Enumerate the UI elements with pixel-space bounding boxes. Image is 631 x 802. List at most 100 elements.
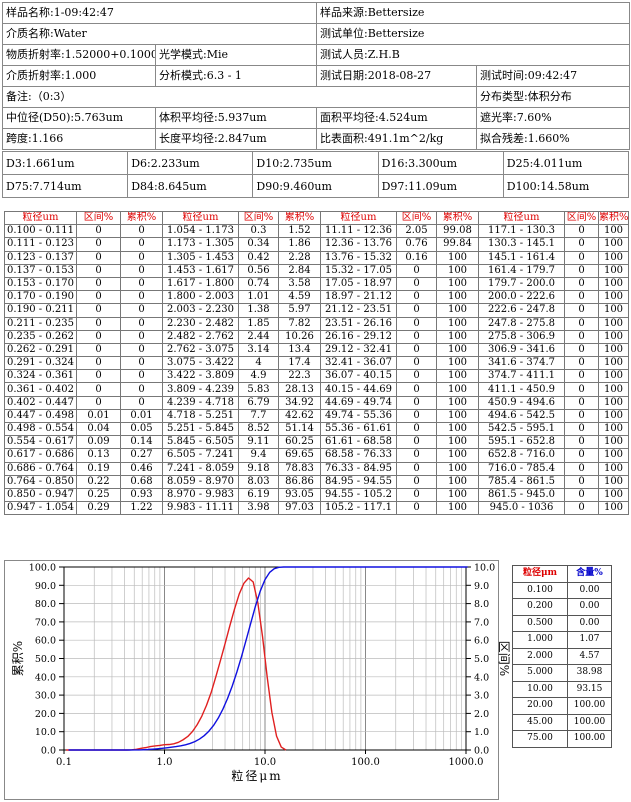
table-cell: 0.13 bbox=[76, 448, 121, 463]
table-cell: 0 bbox=[76, 237, 121, 252]
table-cell: 3.98 bbox=[238, 501, 279, 516]
point-table-body: 0.100 0.00 0.200 0.00 0.500 0.00 1.000 1.07 2.00… bbox=[512, 581, 612, 748]
table-row: 0.850 - 0.947 0.25 0.93 8.970 - 9.983 6.19 93… bbox=[4, 487, 629, 503]
table-cell: 6.505 - 7.241 bbox=[162, 448, 239, 463]
table-cell: 0 bbox=[564, 224, 599, 239]
y-right-tick-label: 3.0 bbox=[474, 691, 489, 702]
table-cell: 75.00 bbox=[512, 730, 568, 748]
table-cell: 26.16 - 29.12 bbox=[320, 329, 397, 344]
table-cell: 2.482 - 2.762 bbox=[162, 329, 239, 344]
table-cell: 84.95 - 94.55 bbox=[320, 474, 397, 489]
table-cell: 93.15 bbox=[567, 680, 612, 698]
table-cell: 785.4 - 861.5 bbox=[478, 474, 565, 489]
test-time: 测试时间:09:42:47 bbox=[476, 65, 631, 87]
table-cell: 3.075 - 3.422 bbox=[162, 356, 239, 371]
header-interval: 区间% bbox=[564, 210, 599, 226]
table-row: 0.291 - 0.324 0 0 3.075 - 3.422 4 17.4 32.41 -… bbox=[4, 356, 629, 371]
table-cell: 179.7 - 200.0 bbox=[478, 276, 565, 292]
table-cell: 94.55 - 105.2 bbox=[320, 487, 397, 503]
table-cell: 2.003 - 2.230 bbox=[162, 303, 239, 318]
header-cumulative: 累积% bbox=[598, 210, 629, 226]
x-tick-label: 0.1 bbox=[56, 757, 72, 768]
table-cell: 1.173 - 1.305 bbox=[162, 237, 239, 252]
table-cell: 1.800 - 2.003 bbox=[162, 290, 239, 305]
table-cell: 450.9 - 494.6 bbox=[478, 395, 565, 410]
table-cell: 0 bbox=[396, 276, 437, 292]
table-cell: 374.7 - 411.1 bbox=[478, 369, 565, 384]
table-cell: 40.15 - 44.69 bbox=[320, 382, 397, 397]
table-cell: 100 bbox=[436, 448, 479, 463]
table-row: 0.153 - 0.170 0 0 1.617 - 1.800 0.74 3.58 17.0… bbox=[4, 276, 629, 292]
table-cell: 0.291 - 0.324 bbox=[4, 356, 77, 371]
y-right-tick-label: 8.0 bbox=[474, 599, 489, 610]
header-size: 粒径um bbox=[162, 210, 239, 226]
table-cell: 0.137 - 0.153 bbox=[4, 263, 77, 278]
table-cell: 0 bbox=[396, 487, 437, 503]
table-cell: 0 bbox=[564, 342, 599, 358]
table-cell: 0 bbox=[564, 408, 599, 424]
y-right-tick-label: 0.0 bbox=[474, 746, 489, 757]
table-cell: 222.6 - 247.8 bbox=[478, 303, 565, 318]
distribution-table: 粒径um 区间% 累积% 粒径um 区间% 累积% 粒径um 区间% 累积% 粒… bbox=[4, 210, 629, 516]
table-cell: 76.33 - 84.95 bbox=[320, 461, 397, 476]
table-cell: 10.00 bbox=[512, 680, 568, 698]
table-cell: 100 bbox=[598, 276, 629, 292]
table-cell: 100 bbox=[598, 501, 629, 516]
table-row: 0.361 - 0.402 0 0 3.809 - 4.239 5.83 28.13 40.… bbox=[4, 382, 629, 397]
table-cell: 51.14 bbox=[278, 421, 321, 437]
table-cell: 100 bbox=[436, 316, 479, 331]
table-row: 0.686 - 0.764 0.19 0.46 7.241 - 8.059 9.18 78… bbox=[4, 461, 629, 476]
table-cell: 29.12 - 32.41 bbox=[320, 342, 397, 358]
table-cell: 0 bbox=[564, 435, 599, 450]
table-cell: 117.1 - 130.3 bbox=[478, 224, 565, 239]
table-row: 0.170 - 0.190 0 0 1.800 - 2.003 1.01 4.59 18.9… bbox=[4, 290, 629, 305]
table-cell: 0 bbox=[396, 382, 437, 397]
table-row: 5.000 38.98 bbox=[512, 664, 612, 682]
chart-area: 0.0 10.0 20.0 30.0 40.0 50.0 60.0 70.0 80.0 90.0 1… bbox=[0, 558, 631, 802]
table-cell: 7.241 - 8.059 bbox=[162, 461, 239, 476]
table-cell: 3.58 bbox=[278, 276, 321, 292]
table-row: 0.947 - 1.054 0.29 1.22 9.983 - 11.11 3.98 97… bbox=[4, 501, 629, 516]
table-cell: 3.422 - 3.809 bbox=[162, 369, 239, 384]
table-row: 45.00 100.00 bbox=[512, 713, 612, 731]
table-cell: 2.230 - 2.482 bbox=[162, 316, 239, 331]
table-cell: 0 bbox=[120, 356, 163, 371]
table-cell: 0 bbox=[564, 263, 599, 278]
table-cell: 0.01 bbox=[120, 408, 163, 424]
table-cell: 100 bbox=[436, 501, 479, 516]
y-right-tick-label: 6.0 bbox=[474, 636, 489, 647]
table-cell: 1.85 bbox=[238, 316, 279, 331]
table-cell: 100 bbox=[598, 395, 629, 410]
table-cell: 36.07 - 40.15 bbox=[320, 369, 397, 384]
table-cell: 99.84 bbox=[436, 237, 479, 252]
table-cell: 0 bbox=[120, 369, 163, 384]
x-tick-label: 1.0 bbox=[157, 757, 173, 768]
table-cell: 100 bbox=[436, 474, 479, 489]
header-cumulative: 累积% bbox=[120, 210, 163, 226]
refractive-index: 物质折射率:1.52000+0.10000i bbox=[2, 44, 156, 66]
table-cell: 5.97 bbox=[278, 303, 321, 318]
table-cell: 17.4 bbox=[278, 356, 321, 371]
table-cell: 861.5 - 945.0 bbox=[478, 487, 565, 503]
table-cell: 0 bbox=[120, 263, 163, 278]
x-tick-label: 10.0 bbox=[254, 757, 276, 768]
d-value: D10:2.735um bbox=[252, 151, 379, 175]
table-cell: 1.054 - 1.173 bbox=[162, 224, 239, 239]
particle-size-chart: 0.0 10.0 20.0 30.0 40.0 50.0 60.0 70.0 80.0 90.0 1… bbox=[11, 563, 511, 784]
table-cell: 0 bbox=[564, 250, 599, 265]
table-cell: 0 bbox=[564, 316, 599, 331]
d-value: D3:1.661um bbox=[1, 151, 129, 175]
table-cell: 0.3 bbox=[238, 224, 279, 239]
table-cell: 595.1 - 652.8 bbox=[478, 435, 565, 450]
table-cell: 0.361 - 0.402 bbox=[4, 382, 77, 397]
table-cell: 0.74 bbox=[238, 276, 279, 292]
medium-refractive-index: 介质折射率:1.000 bbox=[2, 65, 156, 87]
table-cell: 17.05 - 18.97 bbox=[320, 276, 397, 292]
y-left-tick-label: 20.0 bbox=[35, 709, 56, 720]
table-cell: 716.0 - 785.4 bbox=[478, 461, 565, 476]
table-cell: 34.92 bbox=[278, 395, 321, 410]
table-cell: 3.14 bbox=[238, 342, 279, 358]
table-row: 2.000 4.57 bbox=[512, 647, 612, 665]
header-cumulative: 累积% bbox=[436, 210, 479, 226]
y-right-tick-label: 9.0 bbox=[474, 581, 489, 592]
